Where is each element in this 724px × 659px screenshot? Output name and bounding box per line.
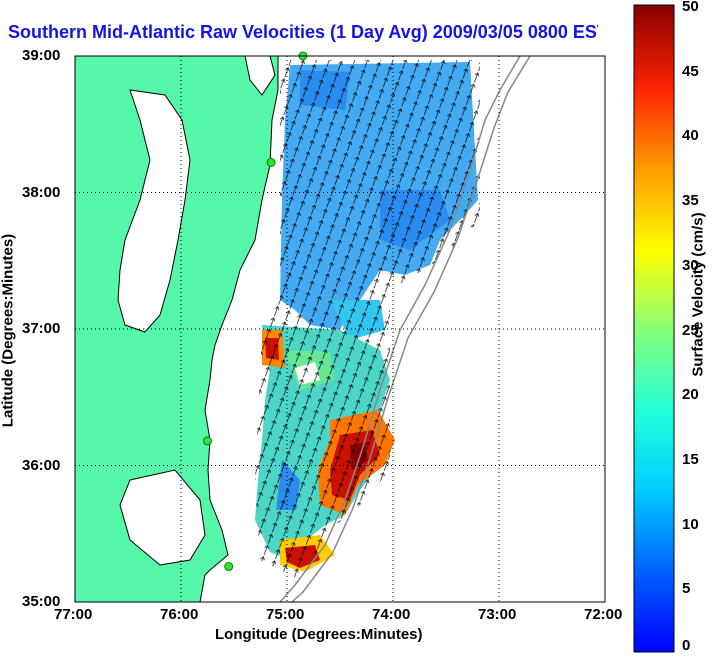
colorbar-tick-label: 20 [682, 386, 699, 404]
colorbar-tick-label: 10 [682, 515, 699, 533]
grid-lines [75, 56, 605, 602]
y-tick-label: 37:00 [22, 320, 61, 337]
station-marker [224, 562, 234, 572]
colorbar-tick-label: 5 [682, 580, 691, 598]
map-title: Southern Mid-Atlantic Raw Velocities (1 … [8, 22, 608, 42]
x-tick-label: 74:00 [372, 606, 411, 623]
x-tick-label: 75:00 [266, 606, 305, 623]
colorbar-tick-label: 15 [682, 450, 699, 468]
bathymetry-contours [279, 55, 531, 603]
x-tick-label: 77:00 [54, 606, 93, 623]
station-marker [203, 436, 212, 446]
x-tick-label: 73:00 [478, 606, 517, 623]
colorbar-tick-label: 0 [682, 637, 691, 654]
station-marker [266, 157, 276, 167]
y-axis-label: Latitude (Degrees:Minutes) [0, 233, 17, 428]
colorbar-tick-label: 35 [682, 192, 699, 210]
x-tick-label: 72:00 [584, 606, 623, 623]
colorbar-label: Surface Velocity (cm/s) [689, 212, 707, 377]
colorbar-tick-label: 25 [682, 321, 699, 339]
colorbar-tick-label: 50 [682, 0, 699, 15]
plot-frame [74, 55, 606, 603]
colorbar-tick-label: 40 [682, 127, 699, 145]
pamlico-sound [119, 469, 206, 566]
y-tick-label: 36:00 [22, 456, 61, 474]
hf-radar-stations [203, 51, 308, 572]
y-tick-label: 35:00 [22, 593, 61, 610]
colorbar-tick-label: 30 [682, 256, 699, 274]
colorbar [633, 4, 675, 653]
x-tick-label: 76:00 [160, 606, 199, 623]
y-tick-label: 38:00 [22, 183, 61, 201]
y-tick-label: 39:00 [22, 47, 61, 64]
velocity-field [255, 60, 480, 580]
chesapeake-bay [117, 89, 191, 333]
x-axis-label: Longitude (Degrees:Minutes) [215, 626, 423, 643]
colorbar-tick-label: 45 [682, 62, 699, 80]
